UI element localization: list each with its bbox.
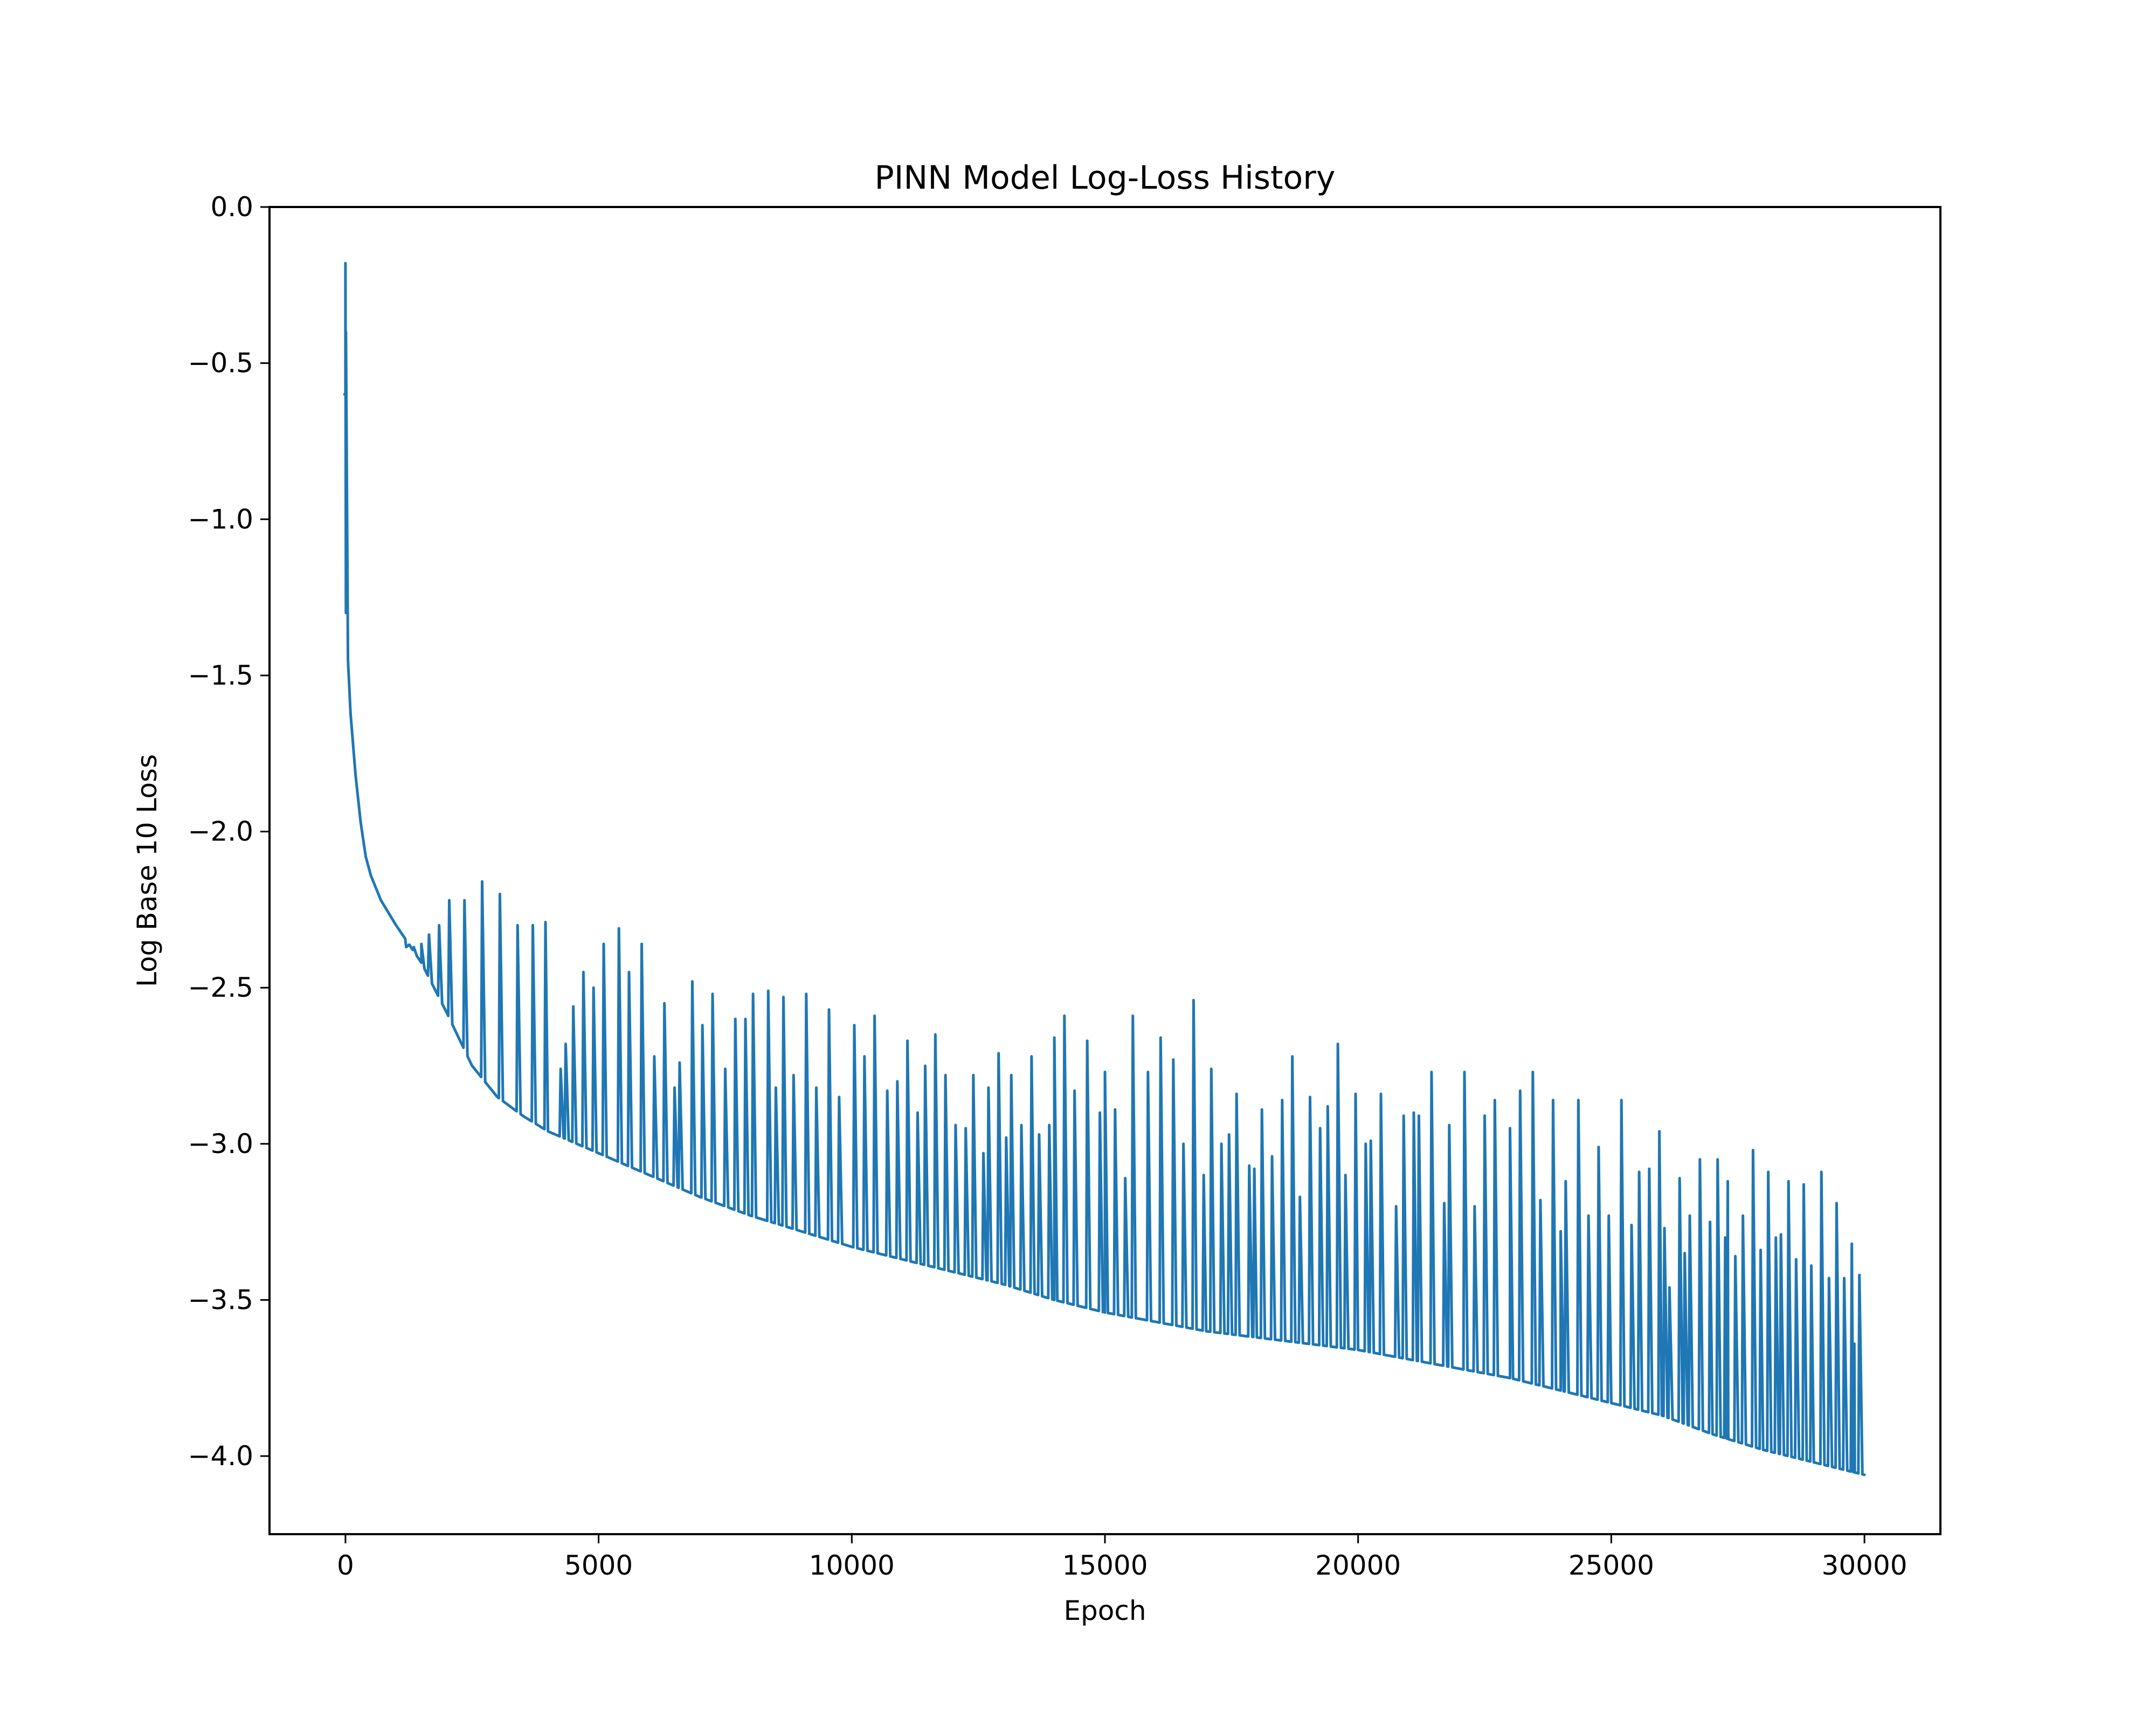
y-axis-label: Log Base 10 Loss [132, 754, 163, 987]
x-tick-label: 20000 [1315, 1550, 1401, 1581]
y-tick-label: 0.0 [210, 191, 253, 223]
y-tick-label: −2.0 [188, 816, 253, 847]
x-tick-label: 15000 [1062, 1550, 1148, 1581]
y-tick-label: −0.5 [188, 348, 253, 379]
chart-title: PINN Model Log-Loss History [875, 159, 1336, 197]
x-tick-label: 10000 [809, 1550, 895, 1581]
y-tick-label: −3.0 [188, 1128, 253, 1160]
x-axis: 0 5000 10000 15000 20000 25000 30000 [337, 1534, 1908, 1581]
x-tick-label: 25000 [1568, 1550, 1654, 1581]
y-tick-label: −1.0 [188, 503, 253, 535]
x-tick-label: 5000 [564, 1550, 633, 1581]
x-tick-label: 0 [337, 1550, 354, 1581]
y-tick-label: −1.5 [188, 660, 253, 691]
series-line-0 [343, 261, 1866, 1476]
x-tick-label: 30000 [1822, 1550, 1908, 1581]
y-axis: 0.0 −0.5 −1.0 −1.5 −2.0 −2.5 −3.0 −3.5 −4.0 [188, 191, 270, 1472]
x-axis-label: Epoch [1063, 1595, 1146, 1626]
y-tick-label: −2.5 [188, 972, 253, 1003]
y-tick-label: −3.5 [188, 1285, 253, 1316]
plot-area [343, 261, 1866, 1476]
y-tick-label: −4.0 [188, 1440, 253, 1472]
